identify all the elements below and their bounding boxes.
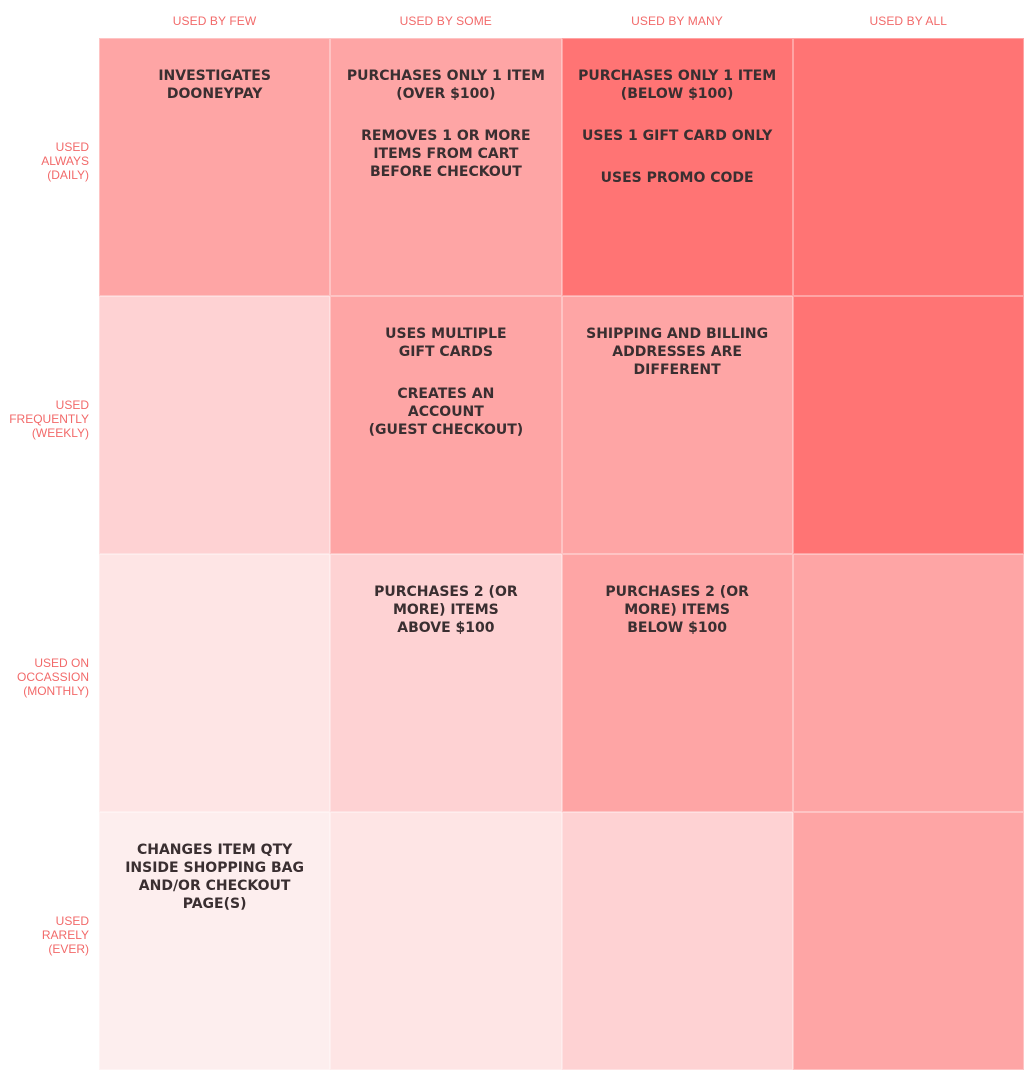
matrix-cell — [99, 296, 331, 554]
column-header: USED BY ALL — [869, 14, 948, 28]
matrix-cell: CHANGES ITEM QTY INSIDE SHOPPING BAG AND… — [99, 812, 331, 1070]
matrix-cell: PURCHASES ONLY 1 ITEM (OVER $100) REMOVES… — [330, 38, 562, 296]
matrix-cell — [561, 812, 793, 1070]
matrix-cell: PURCHASES 2 (OR MORE) ITEMS BELOW $100 — [561, 554, 793, 812]
behavior-label: CREATES AN ACCOUNT (GUEST CHECKOUT) — [368, 386, 524, 438]
matrix-cell — [792, 812, 1024, 1070]
behavior-label: PURCHASES ONLY 1 ITEM (OVER $100) — [346, 68, 545, 102]
behavior-label: CHANGES ITEM QTY INSIDE SHOPPING BAG AND… — [125, 842, 305, 912]
matrix-cell: INVESTIGATES DOONEYPAY — [99, 38, 331, 296]
behavior-label: SHIPPING AND BILLING ADDRESSES ARE DIFFE… — [586, 326, 769, 378]
column-header: USED BY SOME — [399, 14, 492, 28]
matrix-cell — [99, 554, 331, 812]
matrix-cell: PURCHASES ONLY 1 ITEM (BELOW $100) USES 1… — [561, 38, 793, 296]
matrix-cell — [792, 296, 1024, 554]
row-header: USED ON OCCASSION (MONTHLY) — [16, 656, 89, 698]
matrix-cell: PURCHASES 2 (OR MORE) ITEMS ABOVE $100 — [330, 554, 562, 812]
column-header: USED BY MANY — [631, 14, 723, 28]
behavior-label: USES MULTIPLE GIFT CARDS — [385, 326, 507, 360]
row-header: USED ALWAYS (DAILY) — [41, 140, 89, 182]
matrix-cell — [792, 38, 1024, 296]
matrix-cell: SHIPPING AND BILLING ADDRESSES ARE DIFFE… — [561, 296, 793, 554]
behavior-label: PURCHASES 2 (OR MORE) ITEMS BELOW $100 — [605, 584, 749, 636]
row-header: USED RARELY (EVER) — [41, 914, 89, 956]
matrix-cell — [792, 554, 1024, 812]
behavior-label: PURCHASES 2 (OR MORE) ITEMS ABOVE $100 — [374, 584, 518, 636]
behavior-label: USES 1 GIFT CARD ONLY — [582, 128, 773, 144]
column-header: USED BY FEW — [172, 14, 257, 28]
behavior-label: USES PROMO CODE — [600, 170, 754, 186]
matrix-cell — [330, 812, 562, 1070]
behavior-label: INVESTIGATES DOONEYPAY — [158, 68, 271, 102]
behavior-label: REMOVES 1 OR MORE ITEMS FROM CART BEFORE… — [361, 128, 531, 180]
matrix-cell: USES MULTIPLE GIFT CARDS CREATES AN ACCOU… — [330, 296, 562, 554]
row-header: USED FREQUENTLY (WEEKLY) — [9, 398, 89, 440]
behavior-label: PURCHASES ONLY 1 ITEM (BELOW $100) — [578, 68, 777, 102]
